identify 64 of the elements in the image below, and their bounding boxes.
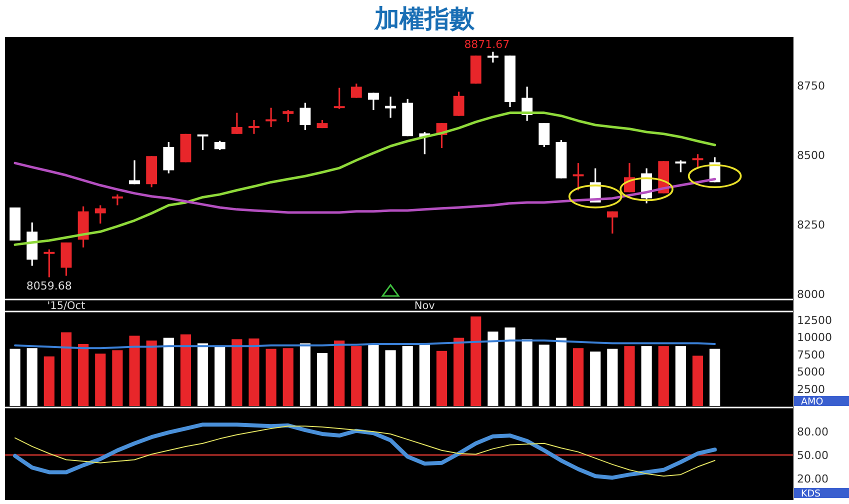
candlestick: [266, 107, 277, 128]
candlestick: [385, 96, 396, 119]
bar: [454, 338, 464, 406]
bar: [470, 316, 482, 406]
bar: [334, 340, 345, 406]
y-tick-label: 2500: [797, 382, 825, 396]
bar: [129, 336, 140, 406]
bar: [60, 332, 72, 406]
y-tick-label: 7500: [797, 348, 825, 362]
annotation: 8871.67: [464, 38, 510, 51]
text: AMO: [801, 396, 824, 408]
bar: [248, 338, 260, 406]
annotation: 8059.68: [26, 279, 72, 292]
y-tick-label: 50.00: [797, 449, 828, 462]
y-tick-label: 8000: [797, 288, 825, 301]
candlestick: [692, 153, 704, 170]
bar: [232, 339, 242, 406]
candlestick: [163, 141, 174, 174]
candlestick: [94, 204, 106, 224]
bar: [146, 340, 157, 406]
bar: [624, 346, 635, 406]
candlestick: [334, 87, 345, 110]
candlestick: [231, 112, 242, 135]
y-tick-label: 20.00: [797, 472, 828, 486]
y-tick-label: 8250: [797, 218, 825, 232]
candlestick: [300, 102, 311, 131]
bar: [658, 346, 669, 406]
bar: [180, 334, 192, 406]
bar: [692, 356, 704, 406]
candlestick: [248, 119, 260, 135]
line-series: [14, 340, 716, 350]
candlestick: [197, 134, 208, 151]
candlestick: [675, 159, 686, 174]
bar: [112, 350, 123, 406]
text: KDS: [801, 488, 821, 500]
candlestick: [538, 122, 550, 148]
candlestick: [572, 162, 584, 192]
bar: [436, 350, 448, 406]
candlestick: [214, 140, 226, 151]
x-tick-label: Nov: [414, 300, 435, 312]
bar: [44, 356, 54, 406]
candlestick: [606, 210, 618, 234]
candlestick: [368, 92, 379, 111]
y-tick-label: 8750: [797, 80, 825, 93]
candlestick: [44, 248, 55, 278]
y-tick-label: 8500: [797, 149, 825, 162]
bar: [78, 344, 89, 406]
chart-title: 加權指數: [374, 4, 476, 33]
bar: [95, 354, 106, 406]
candlestick: [282, 109, 294, 123]
bar: [572, 348, 584, 406]
bar: [351, 346, 362, 406]
y-tick-label: 80.00: [797, 426, 828, 439]
candlestick: [487, 51, 498, 64]
bar: [266, 348, 276, 406]
candlestick: [350, 82, 362, 99]
bar: [282, 348, 294, 406]
x-tick-label: '15/Oct: [47, 300, 86, 312]
candlestick: [112, 194, 123, 206]
y-tick-label: 10000: [797, 331, 832, 344]
y-tick-label: 5000: [797, 366, 825, 379]
y-tick-label: 12500: [797, 314, 832, 327]
candlestick: [453, 90, 464, 117]
candlestick: [129, 159, 140, 185]
